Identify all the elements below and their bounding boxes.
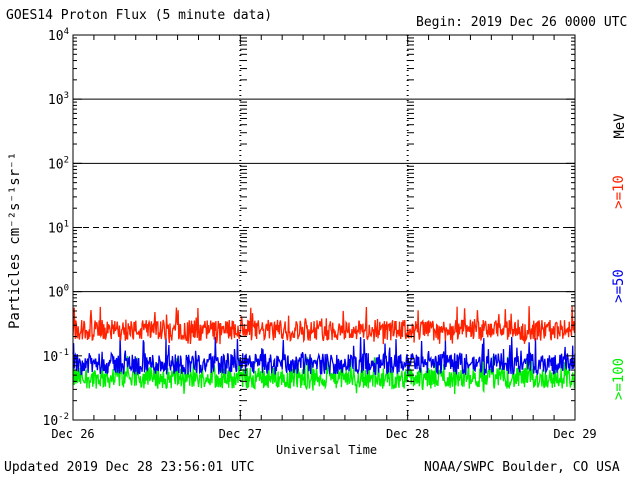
y-tick-label-2: 100 (48, 284, 69, 301)
y-tick-base-1: 10 (43, 350, 59, 365)
legend-series-100: >=100 (611, 357, 627, 401)
y-tick-exp-5: 3 (64, 91, 69, 101)
y-tick-label-5: 103 (48, 91, 69, 108)
legend-series-50: >=50 (611, 269, 627, 303)
begin-time: Begin: 2019 Dec 26 0000 UTC (416, 15, 628, 30)
y-tick-label-3: 101 (48, 220, 69, 237)
y-tick-label-6: 104 (48, 27, 69, 44)
series-line-0 (72, 306, 576, 345)
y-axis-label: Particles cm⁻²s⁻¹sr⁻¹ (7, 152, 23, 329)
y-tick-exp-2: 0 (64, 284, 69, 294)
y-tick-label-0: 10-2 (43, 412, 70, 429)
y-tick-base-5: 10 (48, 93, 64, 108)
y-tick-label-4: 102 (48, 155, 69, 172)
y-axis-label-text: Particles cm⁻²s⁻¹sr⁻¹ (7, 151, 23, 329)
y-tick-exp-1: -1 (58, 348, 69, 358)
x-tick-label-0: Dec 26 (51, 427, 94, 441)
x-axis-label: Universal Time (276, 443, 378, 457)
y-tick-base-2: 10 (48, 286, 64, 301)
y-tick-exp-3: 1 (64, 220, 69, 230)
credit: NOAA/SWPC Boulder, CO USA (424, 460, 620, 475)
x-tick-label-1: Dec 27 (219, 427, 262, 441)
legend-unit: MeV (612, 113, 628, 139)
y-tick-base-4: 10 (48, 157, 64, 172)
x-tick-label-2: Dec 28 (386, 427, 429, 441)
y-tick-exp-4: 2 (64, 155, 69, 165)
y-tick-base-6: 10 (48, 29, 64, 44)
y-tick-exp-0: -2 (58, 412, 69, 422)
x-tick-label-3: Dec 29 (553, 427, 596, 441)
updated-time: Updated 2019 Dec 28 23:56:01 UTC (4, 460, 255, 475)
series-line-1 (72, 336, 576, 376)
legend-series-10: >=10 (611, 175, 627, 209)
y-tick-exp-6: 4 (64, 27, 69, 37)
chart-title: GOES14 Proton Flux (5 minute data) (6, 8, 273, 23)
y-tick-base-3: 10 (48, 222, 64, 237)
y-tick-base-0: 10 (43, 414, 59, 429)
y-tick-label-1: 10-1 (43, 348, 70, 365)
